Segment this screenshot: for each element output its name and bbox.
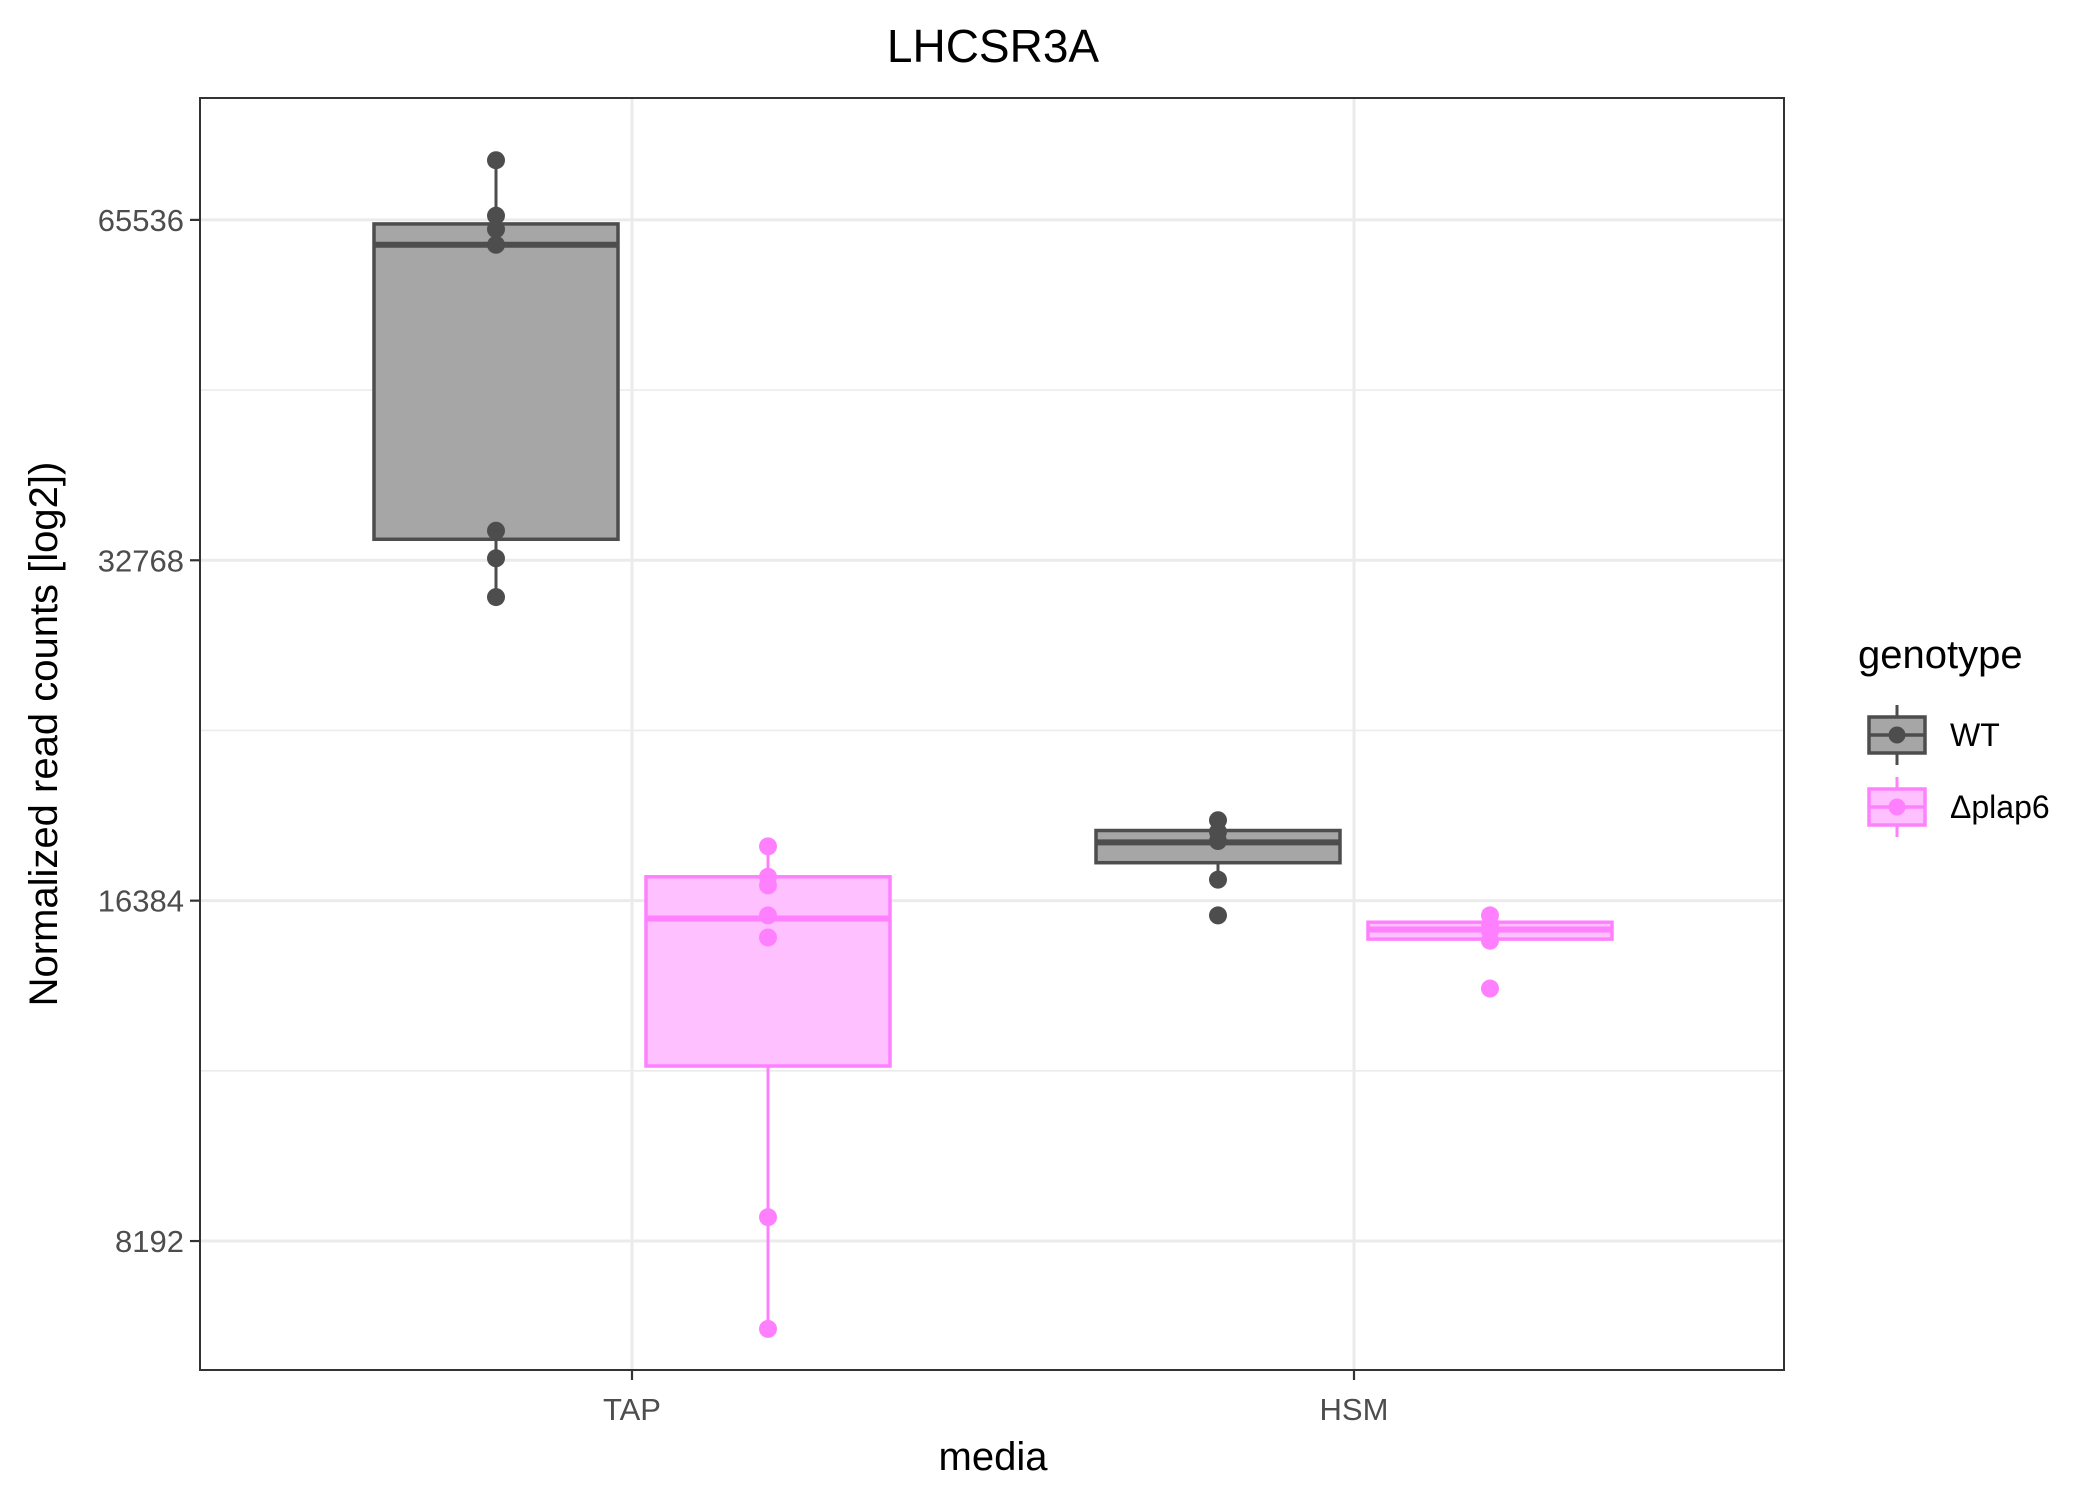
box-layer — [372, 160, 1614, 1329]
data-point — [759, 906, 777, 925]
point-layer — [487, 151, 1499, 1338]
data-point — [1209, 832, 1227, 851]
box-body — [644, 875, 892, 1068]
data-point — [1209, 906, 1227, 925]
legend-label: Δplap6 — [1950, 789, 2050, 825]
data-point — [759, 1208, 777, 1227]
y-axis: 8192 16384 32768 65536 — [98, 203, 200, 1259]
data-point — [487, 220, 505, 239]
legend-keys: WT Δplap6 — [1867, 705, 2050, 837]
data-point — [759, 928, 777, 947]
plot-panel — [199, 97, 1785, 1371]
legend-key-dplap6: Δplap6 — [1867, 777, 2050, 837]
y-axis-title: Normalized read counts [log2]) — [22, 462, 66, 1007]
data-point — [759, 876, 777, 895]
legend: genotype WT Δplap6 — [1858, 633, 2050, 837]
legend-point — [1888, 726, 1906, 744]
data-point — [487, 549, 505, 568]
legend-key-wt: WT — [1867, 705, 2000, 765]
panel-border — [199, 97, 1785, 1371]
legend-label: WT — [1950, 717, 2000, 753]
x-tick-label: HSM — [1320, 1392, 1389, 1427]
data-point — [487, 151, 505, 170]
y-tick-label: 16384 — [98, 884, 184, 919]
data-point — [759, 1319, 777, 1338]
box-body — [372, 222, 620, 542]
data-point — [487, 235, 505, 254]
data-point — [487, 588, 505, 607]
data-point — [1481, 979, 1499, 998]
legend-title: genotype — [1858, 633, 2023, 677]
x-tick-label: TAP — [603, 1392, 661, 1427]
data-point — [487, 521, 505, 540]
y-tick-label: 32768 — [98, 543, 184, 578]
y-tick-label: 8192 — [115, 1224, 184, 1259]
gridlines — [200, 98, 1784, 1370]
chart-title: LHCSR3A — [887, 20, 1100, 72]
x-axis: TAP HSM — [603, 1370, 1388, 1427]
data-point — [1209, 870, 1227, 889]
data-point — [1481, 931, 1499, 950]
data-point — [487, 206, 505, 225]
x-axis-title: media — [939, 1435, 1049, 1479]
data-point — [759, 837, 777, 856]
y-tick-label: 65536 — [98, 203, 184, 238]
legend-point — [1888, 798, 1906, 816]
